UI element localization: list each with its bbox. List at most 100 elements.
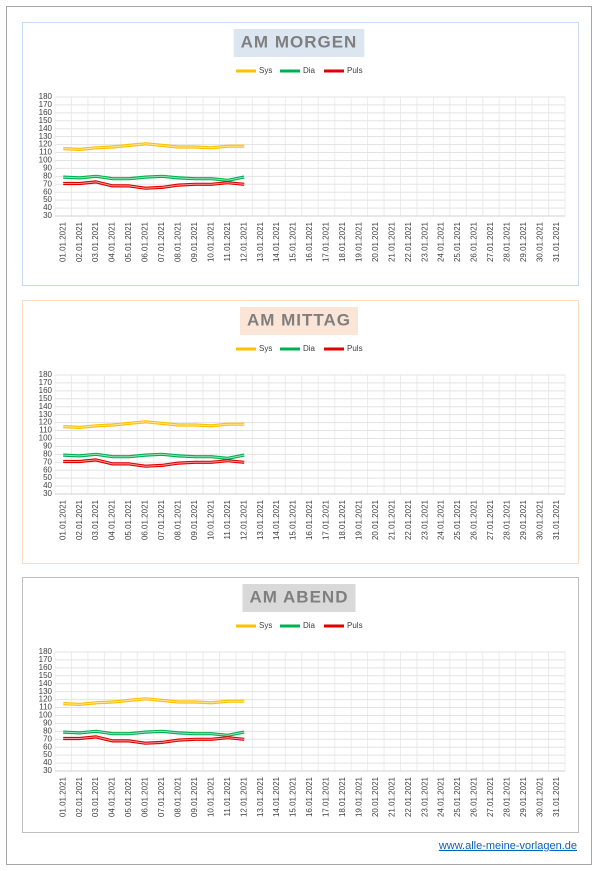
x-tick-label: 13.01.2021 xyxy=(256,499,265,540)
x-tick-label: 26.01.2021 xyxy=(470,499,479,540)
x-tick-label: 10.01.2021 xyxy=(206,776,215,817)
y-tick-label: 70 xyxy=(43,457,52,466)
series-line-highlight xyxy=(63,459,245,467)
title-background xyxy=(239,307,359,335)
x-tick-label: 07.01.2021 xyxy=(157,776,166,817)
x-tick-label: 07.01.2021 xyxy=(157,499,166,540)
x-tick-label: 03.01.2021 xyxy=(91,221,100,262)
y-tick-label: 80 xyxy=(43,449,52,458)
y-tick-label: 90 xyxy=(43,164,52,173)
x-tick-label: 28.01.2021 xyxy=(503,499,512,540)
y-tick-label: 100 xyxy=(39,434,53,443)
x-tick-label: 09.01.2021 xyxy=(190,776,199,817)
x-tick-label: 21.01.2021 xyxy=(387,499,396,540)
x-tick-label: 31.01.2021 xyxy=(552,221,561,262)
footer-link[interactable]: www.alle-meine-vorlagen.de xyxy=(438,840,577,852)
x-tick-label: 02.01.2021 xyxy=(75,221,84,262)
y-tick-label: 80 xyxy=(43,726,52,735)
y-tick-label: 110 xyxy=(39,426,52,435)
legend-label: Dia xyxy=(303,66,316,75)
x-tick-label: 26.01.2021 xyxy=(470,776,479,817)
y-tick-label: 120 xyxy=(39,418,53,427)
title-background xyxy=(233,29,365,57)
x-tick-label: 29.01.2021 xyxy=(519,776,528,817)
x-tick-label: 01.01.2021 xyxy=(58,221,67,262)
x-tick-label: 08.01.2021 xyxy=(173,499,182,540)
y-tick-label: 100 xyxy=(39,156,53,165)
x-tick-label: 14.01.2021 xyxy=(272,776,281,817)
x-tick-label: 27.01.2021 xyxy=(486,776,495,817)
x-tick-label: 11.01.2021 xyxy=(223,221,232,261)
x-tick-label: 22.01.2021 xyxy=(404,221,413,262)
y-tick-label: 170 xyxy=(39,378,53,387)
x-tick-label: 12.01.2021 xyxy=(239,776,248,817)
legend-label: Dia xyxy=(303,344,316,353)
x-tick-label: 21.01.2021 xyxy=(387,776,396,817)
x-tick-label: 08.01.2021 xyxy=(173,776,182,817)
y-tick-label: 50 xyxy=(43,195,52,204)
y-tick-label: 70 xyxy=(43,734,52,743)
x-tick-label: 16.01.2021 xyxy=(305,221,314,262)
series-line-highlight xyxy=(63,175,245,181)
x-tick-label: 10.01.2021 xyxy=(206,499,215,540)
x-tick-label: 25.01.2021 xyxy=(453,221,462,262)
y-tick-label: 140 xyxy=(39,124,53,133)
x-tick-label: 20.01.2021 xyxy=(371,499,380,540)
y-tick-label: 50 xyxy=(43,473,52,482)
x-tick-label: 14.01.2021 xyxy=(272,221,281,262)
x-tick-label: 26.01.2021 xyxy=(470,221,479,262)
y-tick-label: 140 xyxy=(39,402,53,411)
legend-label: Sys xyxy=(259,621,272,630)
y-tick-label: 90 xyxy=(43,719,52,728)
x-tick-label: 29.01.2021 xyxy=(519,221,528,262)
x-tick-label: 04.01.2021 xyxy=(108,499,117,540)
x-tick-label: 18.01.2021 xyxy=(338,499,347,540)
y-tick-label: 150 xyxy=(39,116,53,125)
series-line-highlight xyxy=(63,421,245,428)
y-tick-label: 140 xyxy=(39,679,53,688)
x-tick-label: 14.01.2021 xyxy=(272,499,281,540)
y-tick-label: 90 xyxy=(43,442,52,451)
series-line-highlight xyxy=(63,453,245,459)
x-tick-label: 31.01.2021 xyxy=(552,776,561,817)
y-tick-label: 180 xyxy=(39,647,53,656)
x-tick-label: 02.01.2021 xyxy=(75,499,84,540)
legend-label: Puls xyxy=(347,344,363,353)
x-tick-label: 29.01.2021 xyxy=(519,499,528,540)
x-tick-label: 11.01.2021 xyxy=(223,499,232,539)
x-tick-label: 17.01.2021 xyxy=(322,499,331,540)
x-tick-label: 19.01.2021 xyxy=(354,221,363,262)
y-tick-label: 70 xyxy=(43,179,52,188)
series-line-highlight xyxy=(63,736,245,744)
x-tick-label: 13.01.2021 xyxy=(256,776,265,817)
series-line-highlight xyxy=(63,181,245,189)
x-tick-label: 01.01.2021 xyxy=(58,499,67,540)
legend-label: Puls xyxy=(347,621,363,630)
y-tick-label: 130 xyxy=(39,132,53,141)
y-tick-label: 160 xyxy=(39,663,53,672)
x-tick-label: 23.01.2021 xyxy=(420,221,429,262)
x-tick-label: 12.01.2021 xyxy=(239,221,248,262)
series-line-highlight xyxy=(63,143,245,150)
y-tick-label: 120 xyxy=(39,140,53,149)
y-tick-label: 150 xyxy=(39,671,53,680)
x-tick-label: 16.01.2021 xyxy=(305,499,314,540)
x-tick-label: 18.01.2021 xyxy=(338,221,347,262)
x-tick-label: 27.01.2021 xyxy=(486,221,495,262)
x-tick-label: 24.01.2021 xyxy=(437,221,446,262)
chart-title: AM ABEND xyxy=(250,587,349,606)
legend-label: Puls xyxy=(347,66,363,75)
legend-label: Sys xyxy=(259,344,272,353)
x-tick-label: 23.01.2021 xyxy=(420,776,429,817)
x-tick-label: 24.01.2021 xyxy=(437,776,446,817)
x-tick-label: 28.01.2021 xyxy=(503,221,512,262)
x-tick-label: 16.01.2021 xyxy=(305,776,314,817)
x-tick-label: 23.01.2021 xyxy=(420,499,429,540)
x-tick-label: 05.01.2021 xyxy=(124,221,133,262)
series-line-highlight xyxy=(63,730,245,736)
x-tick-label: 17.01.2021 xyxy=(322,221,331,262)
x-tick-label: 06.01.2021 xyxy=(141,499,150,540)
y-tick-label: 170 xyxy=(39,655,53,664)
x-tick-label: 19.01.2021 xyxy=(354,776,363,817)
